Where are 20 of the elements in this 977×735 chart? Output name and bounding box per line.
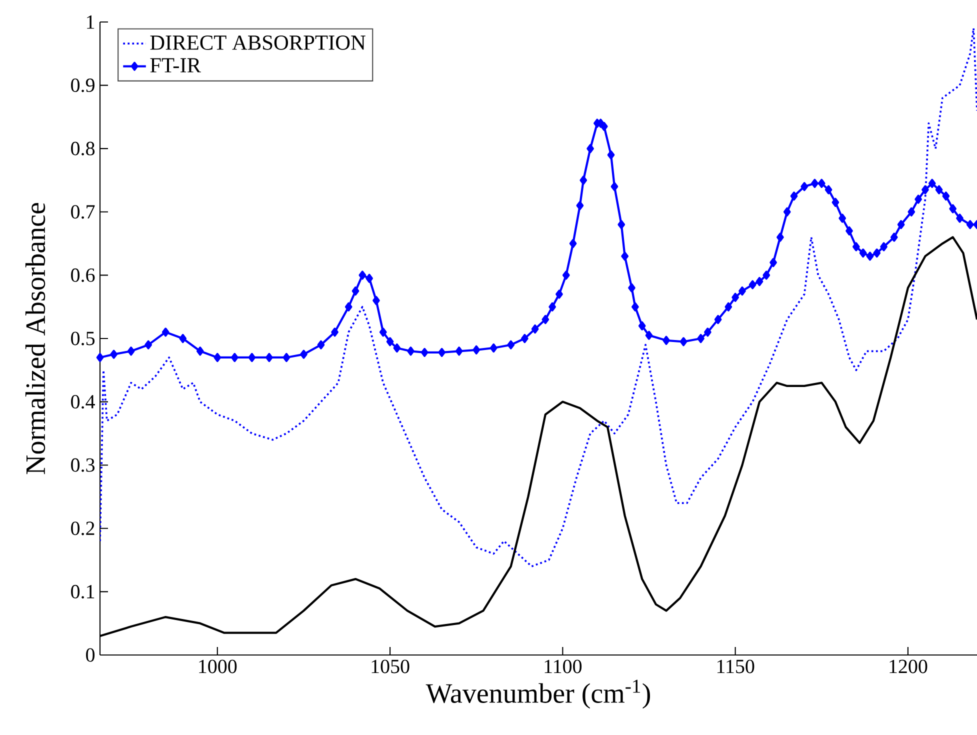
legend-label: DIRECT ABSORPTION [150, 36, 366, 50]
y-tick-label: 0.8 [71, 142, 95, 156]
x-tick-label: 1200 [890, 660, 928, 674]
y-tick-label: 0 [86, 648, 95, 662]
y-tick-label: 0.7 [71, 205, 95, 219]
y-tick-label: 1 [87, 15, 94, 29]
x-tick-label: 1050 [372, 660, 410, 674]
y-tick-label: 0.4 [71, 395, 95, 409]
y-tick-label: 0.5 [71, 332, 95, 346]
x-tick-label: 1100 [544, 660, 582, 674]
y-tick-label: 0.1 [71, 584, 94, 598]
y-tick-label: 0.3 [71, 458, 95, 472]
y-tick-label: 0.9 [71, 78, 94, 92]
x-tick-label: 1150 [717, 660, 754, 674]
x-tick-label: 1000 [199, 660, 237, 674]
x-axis-title: Wavenumber (cm$^{-1}$) [426, 680, 650, 709]
y-tick-label: 0.2 [71, 522, 94, 536]
y-tick-label: 0.6 [71, 268, 95, 282]
legend-label: FT-IR [150, 58, 202, 72]
y-axis-title: Normalized Absorbance [25, 203, 46, 474]
